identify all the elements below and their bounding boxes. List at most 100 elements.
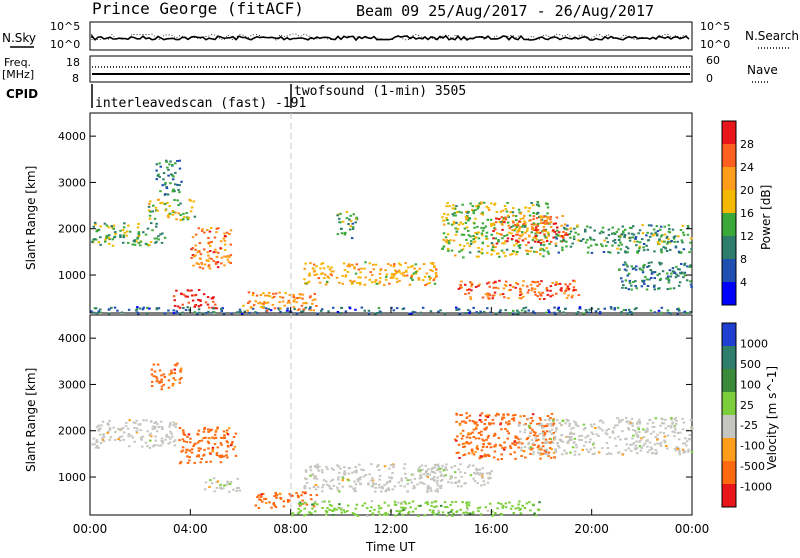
noise-right-tick-top: 10^5 <box>700 20 730 33</box>
data-cell <box>539 242 543 244</box>
data-cell <box>389 277 393 279</box>
data-cell <box>547 423 550 426</box>
data-cell <box>669 426 673 429</box>
data-cell <box>174 171 177 174</box>
data-cell <box>645 278 649 281</box>
data-cell <box>541 441 544 444</box>
data-cell <box>469 240 473 243</box>
data-cell <box>369 271 372 274</box>
data-cell <box>343 233 347 236</box>
data-cell <box>419 470 422 473</box>
data-cell <box>433 265 436 268</box>
data-cell <box>327 276 330 279</box>
data-cell <box>542 430 545 433</box>
data-cell <box>146 227 150 230</box>
data-cell <box>505 421 508 424</box>
data-cell <box>500 222 504 225</box>
data-cell <box>533 512 536 515</box>
data-cell <box>535 213 539 215</box>
data-cell <box>631 443 634 446</box>
data-cell <box>518 244 522 246</box>
data-cell <box>556 226 559 229</box>
data-cell <box>406 482 409 485</box>
colorbar-tick-label: 100 <box>740 378 761 391</box>
data-cell <box>475 447 479 449</box>
data-cell <box>548 430 552 433</box>
data-cell <box>436 488 439 491</box>
data-cell <box>394 269 397 272</box>
data-cell <box>590 251 594 254</box>
data-cell <box>197 308 201 311</box>
data-cell <box>644 275 647 278</box>
data-cell <box>193 311 197 314</box>
data-cell <box>141 445 144 448</box>
data-cell <box>380 486 384 489</box>
data-cell <box>222 237 225 240</box>
data-cell <box>135 240 138 243</box>
data-cell <box>613 238 617 241</box>
data-cell <box>304 470 308 473</box>
freq-tick-top: 18 <box>66 56 80 69</box>
data-cell <box>364 276 367 279</box>
data-cell <box>500 216 504 219</box>
data-cell <box>671 270 675 273</box>
data-cell <box>472 428 476 431</box>
colorbar-tick-label: 8 <box>740 253 747 266</box>
data-cell <box>547 252 550 255</box>
data-cell <box>536 446 540 449</box>
data-cell <box>482 310 486 313</box>
data-cell <box>92 311 96 314</box>
data-cell <box>542 225 546 228</box>
data-cell <box>498 279 501 282</box>
data-cell <box>428 509 432 512</box>
data-cell <box>192 200 195 203</box>
data-cell <box>220 436 223 439</box>
data-cell <box>314 488 318 491</box>
data-cell <box>520 455 523 457</box>
data-cell <box>154 241 157 244</box>
data-cell <box>146 243 149 246</box>
data-cell <box>207 265 210 268</box>
data-cell <box>546 289 549 292</box>
data-cell <box>512 244 516 247</box>
data-cell <box>573 450 577 453</box>
data-cell <box>635 447 639 450</box>
data-cell <box>99 311 102 314</box>
y-tick-label: 4000 <box>58 130 86 143</box>
data-cell <box>542 255 545 258</box>
data-cell <box>174 211 177 214</box>
data-cell <box>114 232 117 235</box>
data-cell <box>413 311 417 314</box>
data-cell <box>630 422 633 425</box>
data-cell <box>428 275 431 278</box>
data-cell <box>506 201 509 204</box>
data-cell <box>485 205 488 208</box>
data-cell <box>384 511 387 514</box>
data-cell <box>671 421 674 424</box>
data-cell <box>455 452 459 454</box>
data-cell <box>222 487 225 490</box>
data-cell <box>642 436 646 439</box>
data-cell <box>264 502 268 504</box>
data-cell <box>418 481 422 484</box>
data-cell <box>234 432 238 435</box>
data-cell <box>677 438 681 441</box>
data-cell <box>432 279 435 282</box>
data-cell <box>656 274 659 277</box>
data-cell <box>153 427 157 430</box>
data-cell <box>336 486 339 489</box>
data-cell <box>410 481 414 484</box>
data-cell <box>482 227 486 230</box>
data-cell <box>480 434 483 436</box>
data-cell <box>398 279 401 282</box>
data-cell <box>215 452 219 455</box>
data-cell <box>634 268 638 271</box>
data-cell <box>518 441 521 444</box>
data-cell <box>630 312 634 315</box>
data-cell <box>467 466 470 469</box>
data-cell <box>355 503 359 506</box>
data-cell <box>500 428 503 431</box>
data-cell <box>486 282 489 285</box>
colorbar-swatch <box>722 392 736 416</box>
